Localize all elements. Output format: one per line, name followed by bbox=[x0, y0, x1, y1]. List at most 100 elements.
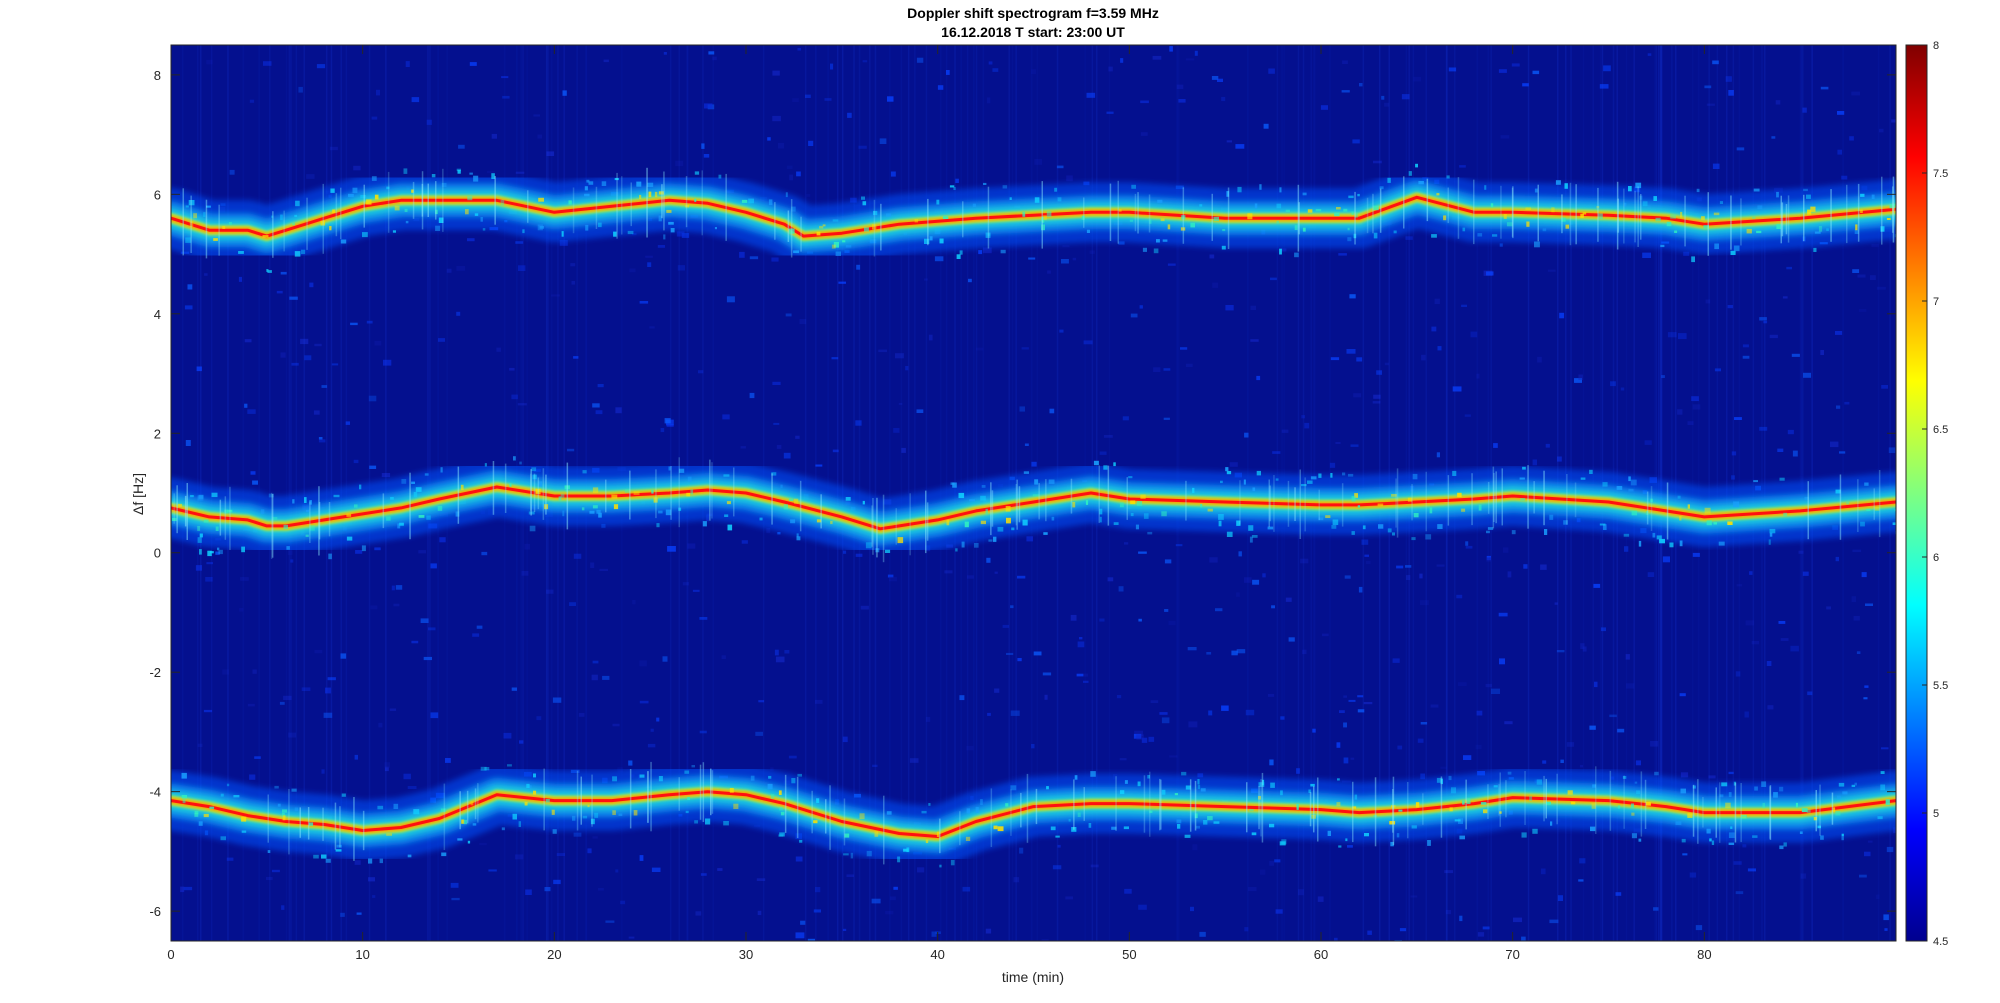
band-speckle bbox=[1730, 826, 1733, 829]
band-streak bbox=[580, 776, 582, 825]
band-speckle bbox=[1507, 771, 1512, 775]
band-speckle bbox=[1415, 163, 1418, 168]
noise-speckle bbox=[1130, 313, 1138, 318]
band-speckle bbox=[1631, 510, 1638, 516]
noise-speckle bbox=[959, 695, 965, 701]
band-speckle bbox=[1652, 532, 1656, 538]
band-streak bbox=[710, 768, 712, 816]
noise-speckle bbox=[354, 754, 358, 760]
band-streak bbox=[1083, 197, 1085, 228]
noise-speckle bbox=[1687, 421, 1694, 425]
noise-speckle bbox=[893, 428, 900, 433]
band-streak bbox=[457, 466, 460, 524]
band-speckle bbox=[1521, 832, 1527, 838]
band-speckle bbox=[1803, 188, 1808, 192]
band-speckle bbox=[1213, 216, 1219, 221]
band-speckle bbox=[1854, 782, 1857, 786]
band-speckle bbox=[1631, 833, 1637, 839]
band-speckle bbox=[1886, 218, 1891, 220]
band-speckle bbox=[1602, 482, 1608, 487]
noise-streak bbox=[285, 45, 288, 941]
band-streak bbox=[1831, 792, 1834, 825]
band-streak bbox=[1512, 186, 1514, 239]
noise-speckle bbox=[1459, 915, 1463, 922]
band-streak bbox=[1634, 190, 1636, 243]
noise-speckle bbox=[1545, 443, 1550, 448]
band-streak bbox=[1740, 783, 1742, 843]
band-streak bbox=[543, 768, 545, 831]
band-speckle bbox=[1226, 531, 1233, 537]
noise-speckle bbox=[371, 116, 378, 120]
band-speckle bbox=[1871, 194, 1875, 199]
band-speckle bbox=[612, 810, 616, 815]
band-speckle bbox=[771, 472, 777, 476]
noise-speckle bbox=[288, 732, 297, 738]
band-speckle bbox=[528, 785, 532, 789]
noise-speckle bbox=[1042, 672, 1052, 676]
band-speckle bbox=[1072, 502, 1076, 508]
noise-speckle bbox=[1499, 243, 1503, 247]
noise-speckle bbox=[1118, 241, 1125, 245]
band-streak bbox=[1545, 778, 1547, 819]
band-streak bbox=[616, 172, 618, 239]
noise-speckle bbox=[766, 528, 771, 533]
noise-speckle bbox=[1153, 367, 1161, 372]
noise-speckle bbox=[1712, 60, 1719, 65]
band-speckle bbox=[790, 519, 796, 524]
noise-speckle bbox=[1356, 357, 1363, 362]
band-streak bbox=[1269, 485, 1271, 522]
noise-speckle bbox=[1841, 175, 1848, 180]
noise-speckle bbox=[692, 589, 700, 592]
noise-speckle bbox=[1864, 851, 1871, 857]
noise-speckle bbox=[1010, 605, 1014, 609]
noise-speckle bbox=[1134, 730, 1144, 736]
band-speckle bbox=[1194, 813, 1198, 819]
noise-speckle bbox=[598, 888, 604, 891]
band-streak bbox=[1769, 786, 1771, 839]
noise-speckle bbox=[1876, 286, 1886, 290]
noise-speckle bbox=[1013, 877, 1020, 883]
noise-speckle bbox=[1884, 928, 1888, 931]
band-streak bbox=[318, 486, 320, 556]
noise-speckle bbox=[249, 99, 255, 103]
noise-speckle bbox=[590, 562, 595, 568]
band-speckle bbox=[1598, 213, 1603, 219]
noise-speckle bbox=[1464, 414, 1471, 417]
band-speckle bbox=[845, 497, 851, 501]
band-speckle bbox=[1810, 206, 1816, 212]
noise-speckle bbox=[244, 403, 248, 408]
band-speckle bbox=[873, 210, 878, 216]
noise-speckle bbox=[967, 575, 974, 579]
band-speckle bbox=[507, 764, 512, 767]
band-speckle bbox=[1181, 771, 1187, 776]
noise-speckle bbox=[247, 409, 256, 414]
noise-speckle bbox=[687, 543, 696, 549]
band-speckle bbox=[961, 541, 965, 548]
noise-speckle bbox=[587, 848, 592, 854]
band-speckle bbox=[340, 239, 347, 244]
band-speckle bbox=[1885, 799, 1890, 805]
noise-speckle bbox=[975, 347, 984, 351]
noise-speckle bbox=[515, 171, 525, 174]
band-speckle bbox=[1389, 821, 1396, 825]
band-speckle bbox=[1074, 775, 1078, 780]
noise-speckle bbox=[749, 256, 759, 260]
band-speckle bbox=[1258, 782, 1265, 787]
noise-speckle bbox=[1749, 571, 1753, 575]
band-streak bbox=[872, 498, 874, 555]
noise-speckle bbox=[569, 602, 576, 606]
band-streak bbox=[811, 790, 813, 834]
noise-speckle bbox=[1879, 128, 1884, 133]
band-speckle bbox=[1200, 504, 1203, 508]
noise-speckle bbox=[1803, 372, 1811, 378]
band-speckle bbox=[463, 819, 467, 825]
band-speckle bbox=[874, 831, 879, 837]
band-speckle bbox=[321, 854, 327, 859]
band-speckle bbox=[551, 809, 555, 815]
noise-speckle bbox=[1164, 609, 1169, 612]
band-speckle bbox=[1415, 802, 1420, 808]
band-speckle bbox=[1636, 790, 1641, 795]
noise-speckle bbox=[858, 145, 867, 149]
band-streak bbox=[1499, 772, 1501, 827]
colorbar-tick-label: 7 bbox=[1933, 296, 1939, 308]
